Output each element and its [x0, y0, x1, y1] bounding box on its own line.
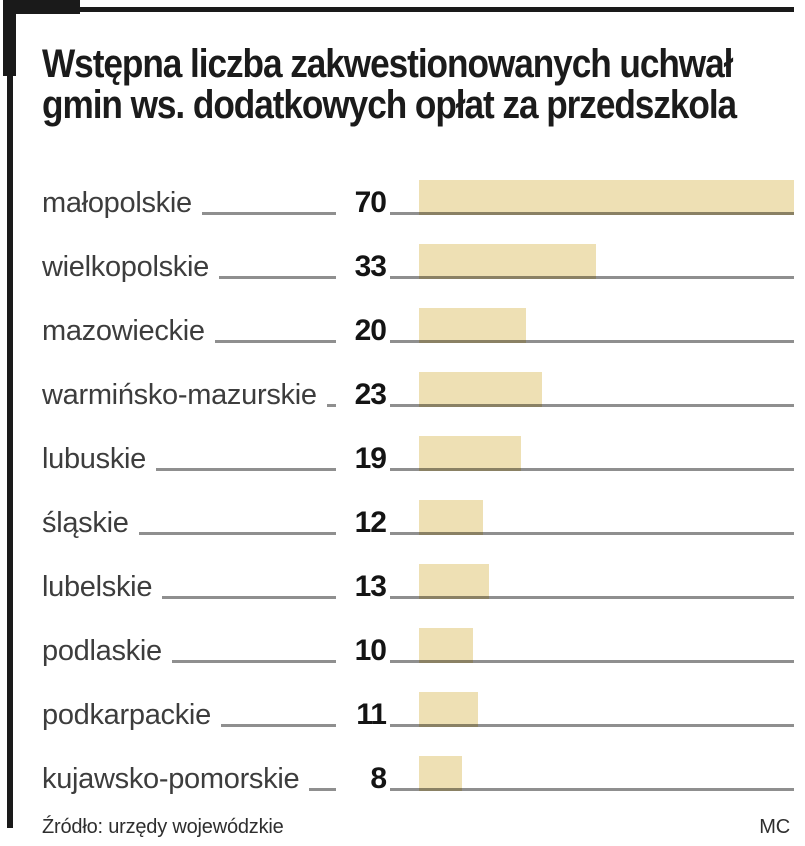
baseline-rule [390, 660, 794, 663]
chart-row: podlaskie 10 [0, 599, 805, 667]
footer: Źródło: urzędy wojewódzkie MC [0, 815, 805, 839]
bar-track [390, 175, 794, 215]
bar-chart: małopolskie 70 wielkopolskie 33 mazowiec… [0, 151, 805, 795]
chart-row: śląskie 12 [0, 471, 805, 539]
bar [419, 628, 473, 663]
bar-track [390, 431, 794, 471]
baseline-rule [390, 724, 794, 727]
leader-line [326, 404, 336, 407]
value-label: 20 [354, 314, 387, 347]
leader-line [309, 788, 336, 791]
chart-row: małopolskie 70 [0, 151, 805, 219]
category-label: śląskie [42, 507, 129, 539]
baseline-rule [390, 596, 794, 599]
leader-line [156, 468, 336, 471]
chart-title: Wstępna liczba zakwestionowanych uchwał g… [42, 42, 737, 127]
bar [419, 308, 526, 343]
bar [419, 436, 521, 471]
value-label: 12 [354, 506, 387, 539]
category-label: mazowieckie [42, 315, 205, 347]
category-label: podlaskie [42, 635, 162, 667]
baseline-rule [390, 404, 794, 407]
chart-row: lubelskie 13 [0, 535, 805, 603]
frame-left-line [7, 0, 13, 828]
frame-top-line [3, 7, 794, 12]
leader-line [171, 660, 336, 663]
value-label: 19 [354, 442, 387, 475]
bar-track [390, 303, 794, 343]
leader-line [218, 276, 336, 279]
leader-line [138, 532, 336, 535]
value-label: 10 [354, 634, 387, 667]
baseline-rule [390, 468, 794, 471]
chart-row: wielkopolskie 33 [0, 215, 805, 283]
chart-row: warmińsko-mazurskie 23 [0, 343, 805, 411]
chart-row: mazowieckie 20 [0, 279, 805, 347]
chart-row: lubuskie 19 [0, 407, 805, 475]
bar-track [390, 623, 794, 663]
bar [419, 372, 542, 407]
value-label: 13 [354, 570, 387, 603]
frame-corner-mark-vertical [3, 0, 16, 76]
bar [419, 692, 478, 727]
category-label: warmińsko-mazurskie [42, 379, 317, 411]
bar-track [390, 687, 794, 727]
category-label: podkarpackie [42, 699, 211, 731]
frame-corner-mark-horizontal [3, 0, 80, 14]
chart-title-line-1: Wstępna liczba zakwestionowanych uchwał [42, 42, 733, 86]
source-label: Źródło: urzędy wojewódzkie [42, 816, 284, 838]
bar [419, 500, 483, 535]
bar [419, 180, 794, 215]
value-label: 33 [354, 250, 387, 283]
leader-line [201, 212, 336, 215]
bar [419, 244, 596, 279]
bar-track [390, 495, 794, 535]
category-label: lubuskie [42, 443, 146, 475]
bar [419, 756, 462, 791]
leader-line [220, 724, 336, 727]
chart-row: kujawsko-pomorskie 8 [0, 727, 805, 795]
baseline-rule [390, 340, 794, 343]
category-label: wielkopolskie [42, 251, 209, 283]
leader-line [162, 596, 336, 599]
value-label: 11 [356, 698, 387, 731]
bar-track [390, 559, 794, 599]
chart-row: podkarpackie 11 [0, 663, 805, 731]
category-label: lubelskie [42, 571, 153, 603]
value-label: 70 [354, 186, 387, 219]
value-label: 8 [370, 762, 387, 795]
credit-label: MC [759, 816, 790, 838]
chart-title-line-2: gmin ws. dodatkowych opłat za przedszkol… [42, 83, 737, 127]
bar-track [390, 367, 794, 407]
bar-track [390, 751, 794, 791]
bar-track [390, 239, 794, 279]
leader-line [214, 340, 336, 343]
category-label: kujawsko-pomorskie [42, 763, 300, 795]
bar [419, 564, 489, 599]
baseline-rule [390, 532, 794, 535]
category-label: małopolskie [42, 187, 192, 219]
value-label: 23 [354, 378, 387, 411]
baseline-rule [390, 788, 794, 791]
